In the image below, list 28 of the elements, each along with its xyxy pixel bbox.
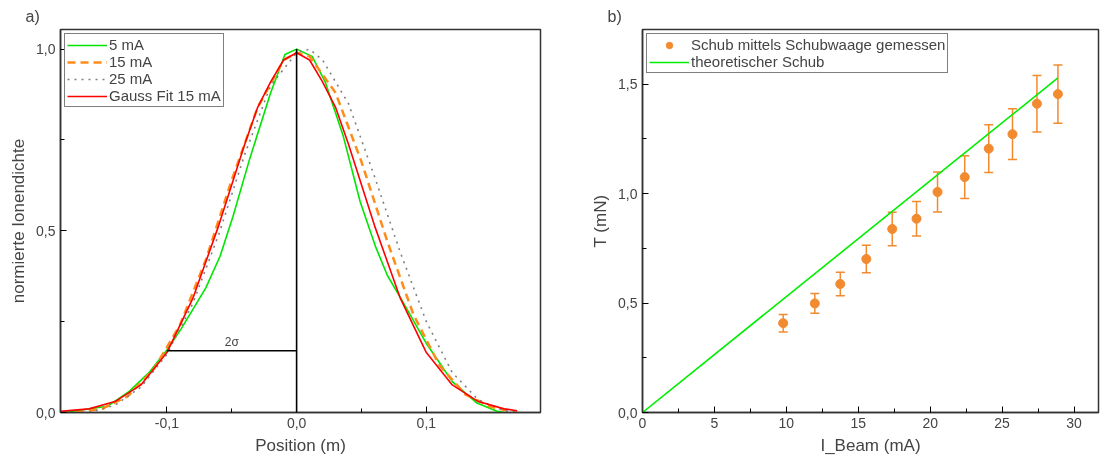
x-tick-label: 5 bbox=[710, 414, 719, 431]
x-tick-label: 20 bbox=[922, 414, 939, 431]
y-tick-label: 0,5 bbox=[618, 295, 638, 312]
x-tick-label: 15 bbox=[850, 414, 867, 431]
y-tick-label: 0,5 bbox=[36, 222, 56, 239]
y-tick-label: 1,5 bbox=[618, 76, 638, 93]
y-axis-title: T (mN) bbox=[591, 194, 611, 248]
x-tick-label: -0,1 bbox=[154, 414, 180, 431]
x-tick-label: 10 bbox=[778, 414, 795, 431]
legend-label: 5 mA bbox=[109, 36, 145, 53]
legend-label: theoretischer Schub bbox=[691, 53, 825, 70]
y-tick-label: 1,0 bbox=[618, 185, 638, 202]
legend-label: 15 mA bbox=[109, 53, 153, 70]
x-tick-label: 0,0 bbox=[286, 414, 307, 431]
x-tick-label: 0 bbox=[638, 414, 647, 431]
chart-title: a) bbox=[25, 7, 40, 25]
y-tick-label: 1,0 bbox=[36, 41, 56, 58]
x-tick-label: 30 bbox=[1066, 414, 1083, 431]
x-axis-title: Position (m) bbox=[255, 435, 346, 455]
chart-title: b) bbox=[607, 7, 622, 25]
y-axis-title: normierte Ionendichte bbox=[9, 138, 29, 304]
x-tick-label: 25 bbox=[994, 414, 1011, 431]
legend-label: Schub mittels Schubwaage gemessen bbox=[691, 36, 946, 53]
x-axis-title: I_Beam (mA) bbox=[820, 435, 921, 455]
legend-label: Gauss Fit 15 mA bbox=[109, 87, 221, 104]
x-tick-label: 0,1 bbox=[416, 414, 437, 431]
annotation: 2σ bbox=[224, 334, 240, 349]
legend-label: 25 mA bbox=[109, 70, 153, 87]
